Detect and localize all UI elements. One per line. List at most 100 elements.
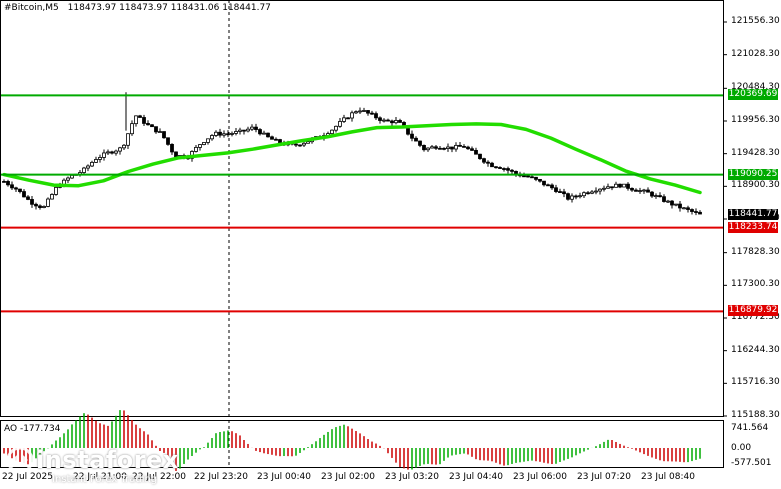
candle-body <box>674 203 678 206</box>
candle-body <box>410 133 414 139</box>
candle-body <box>694 211 698 213</box>
price-tick-label: 116244.30 <box>731 344 780 355</box>
candle-body <box>334 125 338 131</box>
candle-body <box>254 126 258 130</box>
candle-body <box>306 141 310 144</box>
candle-body <box>510 169 514 172</box>
candle-body <box>618 183 622 188</box>
candle-body <box>662 196 666 202</box>
candle-body <box>590 191 594 194</box>
candle-body <box>118 147 122 152</box>
candle-body <box>438 147 442 150</box>
candle-body <box>66 177 70 181</box>
price-axis-ticks <box>723 21 727 417</box>
candle-body <box>146 123 150 126</box>
ohlc-readout: 118473.97 118473.97 118431.06 118441.77 <box>67 3 271 13</box>
candle-body <box>486 161 490 164</box>
time-tick-label: 23 Jul 07:20 <box>577 472 631 482</box>
candle-body <box>246 128 250 132</box>
candle-body <box>422 144 426 151</box>
candle-body <box>202 142 206 145</box>
candle-body <box>498 167 502 169</box>
candle-body <box>30 199 34 205</box>
horizontal-levels[interactable] <box>1 94 723 313</box>
candle-body <box>126 133 130 146</box>
candle-body <box>570 195 574 200</box>
candle-body <box>566 193 570 200</box>
candle-body <box>614 183 618 188</box>
candle-body <box>642 189 646 192</box>
price-tick-label: 121028.30 <box>731 48 780 59</box>
candle-body <box>682 207 686 210</box>
candle-body <box>6 181 10 186</box>
watermark-tagline: Instant Forex Trading <box>52 474 158 485</box>
candle-body <box>454 144 458 150</box>
candle-body <box>538 178 542 182</box>
level-price-label: 120369.69 <box>728 89 778 101</box>
candle-body <box>678 203 682 209</box>
candle-body <box>630 187 634 191</box>
price-tick-label: 117828.30 <box>731 246 780 257</box>
candle-body <box>386 119 390 122</box>
price-tick-label: 121556.30 <box>731 16 780 26</box>
candle-body <box>170 143 174 153</box>
time-tick-label: 23 Jul 08:40 <box>641 472 695 482</box>
time-tick-label: 22 Jul 2025 <box>2 472 53 482</box>
candle-body <box>158 131 162 133</box>
candle-body <box>638 190 642 192</box>
ao-tick-high: 741.564 <box>731 423 769 433</box>
candle-body <box>38 205 42 208</box>
candle-body <box>138 115 142 118</box>
candle-body <box>258 129 262 135</box>
candle-body <box>594 190 598 193</box>
candle-body <box>686 207 690 210</box>
candle-body <box>26 196 30 200</box>
candle-body <box>250 126 254 130</box>
candle-body <box>102 152 106 158</box>
candle-body <box>222 133 226 136</box>
candle-body <box>606 186 610 189</box>
candle-body <box>670 200 674 206</box>
ao-panel-frame <box>0 420 724 468</box>
candle-body <box>106 151 110 154</box>
candle-body <box>14 187 18 190</box>
candle-body <box>166 137 170 145</box>
candle-body <box>242 129 246 132</box>
level-price-label: 118233.74 <box>728 221 778 233</box>
candle-body <box>634 189 638 192</box>
candle-body <box>450 146 454 150</box>
instaforex-logo <box>6 446 34 477</box>
candle-body <box>218 131 222 136</box>
candlestick-series <box>2 92 702 216</box>
candle-body <box>230 133 234 135</box>
candle-body <box>366 110 370 114</box>
ao-indicator-title: AO -177.734 <box>4 424 61 434</box>
candle-body <box>174 151 178 158</box>
candle-body <box>238 129 242 132</box>
candle-body <box>626 183 630 189</box>
candle-body <box>390 120 394 124</box>
candle-body <box>598 188 602 192</box>
candle-body <box>558 191 562 193</box>
chart-header: #Bitcoin,M5 118473.97 118473.97 118431.0… <box>4 3 271 13</box>
instaforex-logo-icon <box>6 446 34 474</box>
candle-body <box>578 195 582 198</box>
candle-body <box>90 161 94 167</box>
candle-body <box>414 137 418 142</box>
candle-body <box>122 144 126 149</box>
candle-body <box>574 195 578 198</box>
candle-body <box>470 148 474 151</box>
time-tick-label: 23 Jul 02:00 <box>321 472 375 482</box>
candle-body <box>698 211 702 215</box>
candle-body <box>474 149 478 155</box>
candle-body <box>522 175 526 178</box>
dropdown-triangle-icon[interactable] <box>4 3 10 9</box>
candle-body <box>378 117 382 121</box>
moving-average-series <box>2 122 702 195</box>
candle-body <box>690 209 694 212</box>
candle-body <box>46 198 50 207</box>
candle-body <box>18 188 22 192</box>
candle-body <box>658 195 662 198</box>
